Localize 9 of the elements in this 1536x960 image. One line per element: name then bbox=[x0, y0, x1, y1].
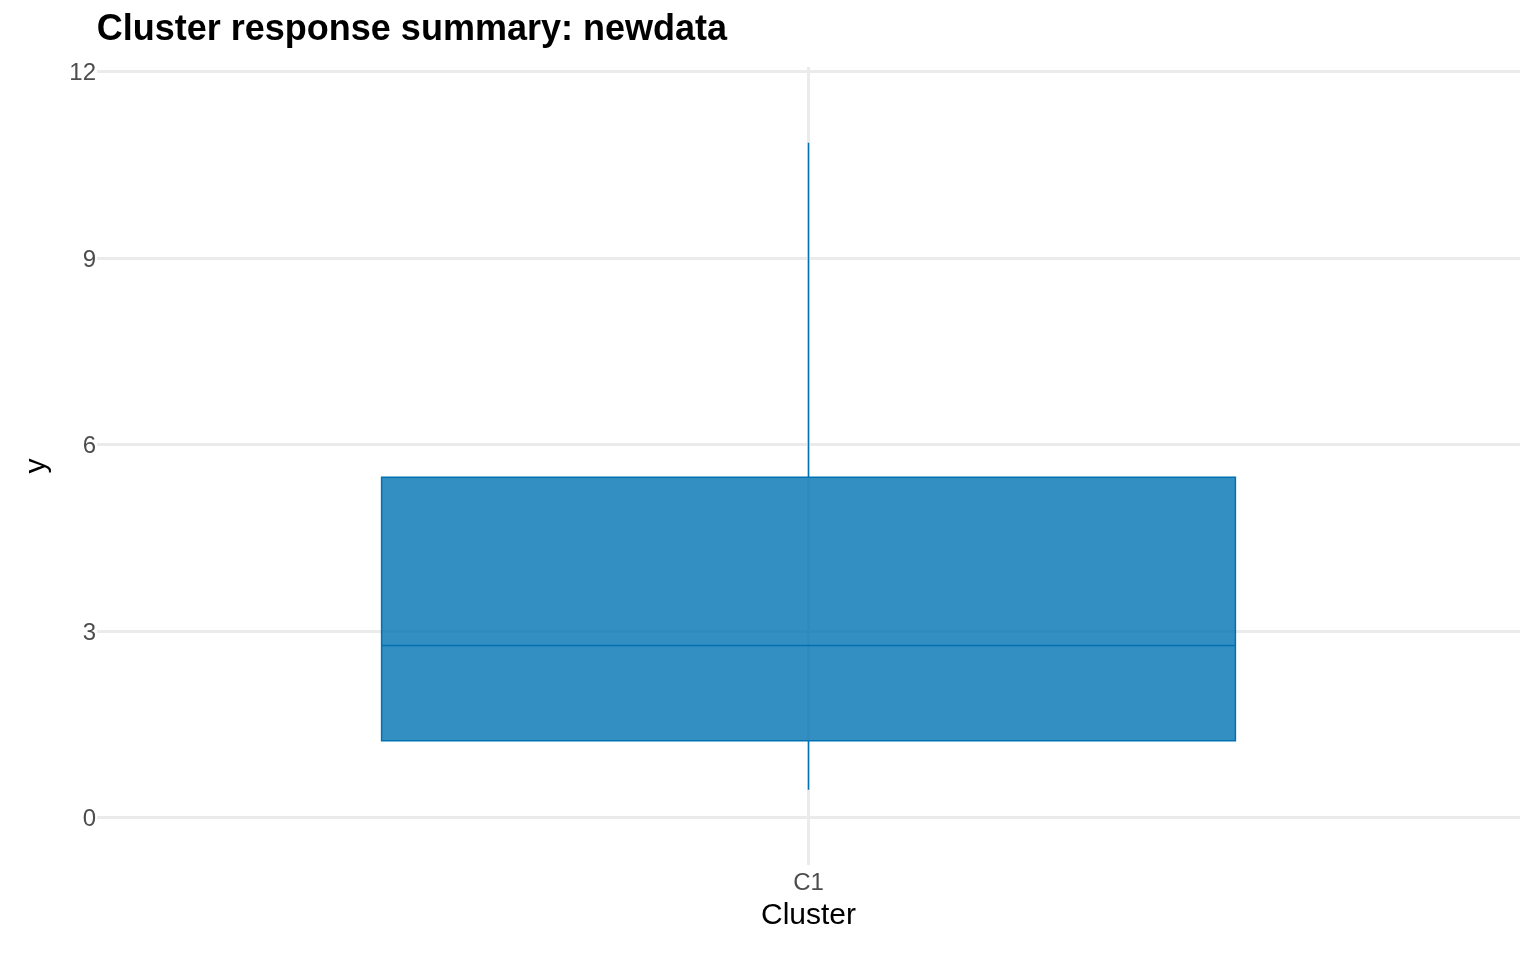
y-axis-title: y bbox=[18, 458, 52, 474]
chart-title: Cluster response summary: newdata bbox=[96, 6, 728, 48]
x-axis-title: Cluster bbox=[760, 896, 857, 930]
y-tick-label: 12 bbox=[69, 58, 96, 86]
y-tick-label: 0 bbox=[82, 804, 96, 832]
x-tick-label: C1 bbox=[793, 868, 824, 895]
y-tick-label: 9 bbox=[82, 244, 96, 272]
y-tick-label: 6 bbox=[82, 431, 96, 459]
y-tick-label: 3 bbox=[82, 617, 96, 645]
